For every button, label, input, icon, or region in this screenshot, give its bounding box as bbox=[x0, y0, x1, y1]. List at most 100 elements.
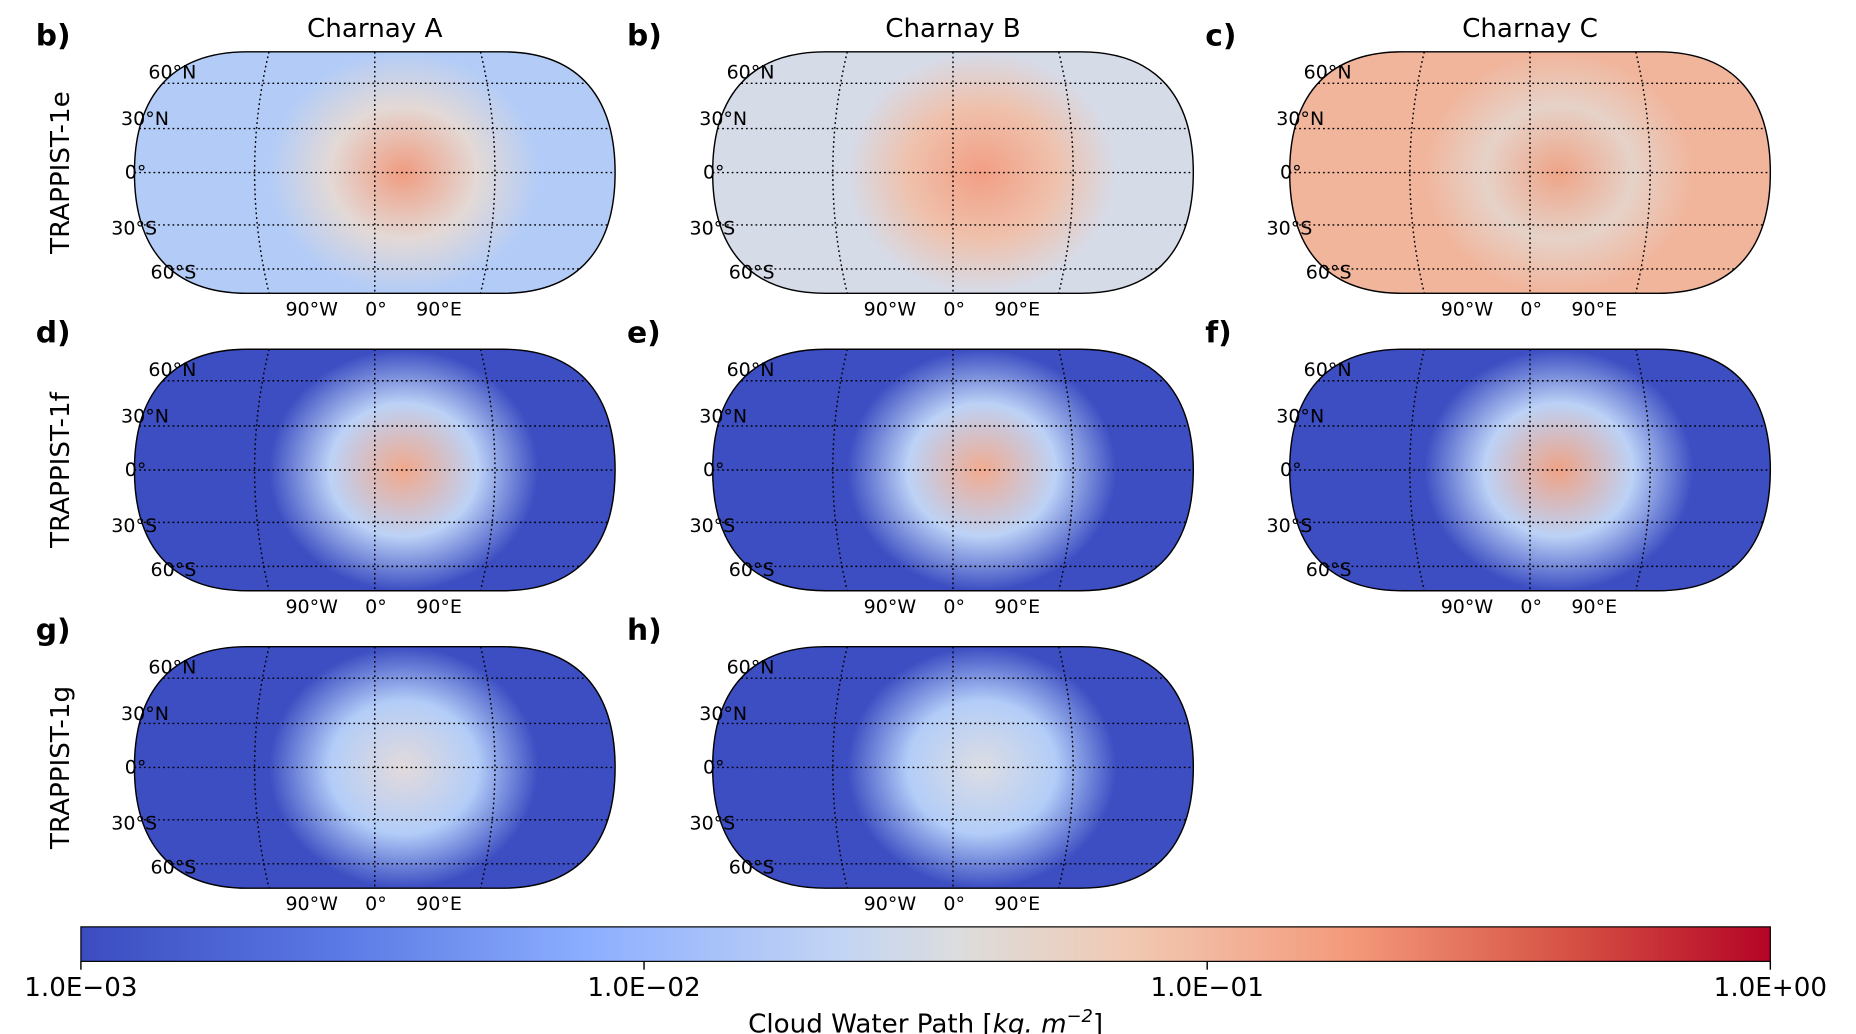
panel-letter: b) bbox=[36, 18, 71, 53]
lat-label: 30°S bbox=[1267, 217, 1313, 239]
lat-label: 30°S bbox=[1267, 515, 1313, 537]
panel-letter: d) bbox=[36, 316, 71, 351]
cloud-field bbox=[847, 349, 1117, 591]
lat-label: 60°N bbox=[148, 359, 196, 381]
lat-label: 0° bbox=[1280, 459, 1302, 481]
lat-label: 60°S bbox=[151, 856, 197, 878]
lat-label: 30°N bbox=[121, 405, 169, 427]
panel-letter: f) bbox=[1205, 316, 1232, 351]
lat-label: 0° bbox=[125, 459, 147, 481]
lat-label: 60°S bbox=[729, 856, 775, 878]
colorbar bbox=[80, 926, 1771, 962]
panel-letter: h) bbox=[627, 613, 662, 648]
column-title: Charnay C bbox=[1462, 14, 1598, 44]
panel-letter: c) bbox=[1205, 18, 1236, 53]
lon-label: 90°W bbox=[285, 893, 338, 915]
colorbar-tick-label: 1.0E−01 bbox=[1151, 973, 1264, 1003]
lat-label: 60°S bbox=[1306, 261, 1352, 283]
cloud-field bbox=[269, 349, 539, 591]
lat-label: 0° bbox=[703, 459, 725, 481]
lon-label: 90°E bbox=[416, 298, 462, 320]
lon-label: 0° bbox=[1520, 596, 1542, 618]
lat-label: 60°N bbox=[727, 656, 775, 678]
lat-label: 0° bbox=[1280, 162, 1302, 184]
cloud-field bbox=[847, 646, 1117, 889]
map-outline bbox=[1288, 348, 1772, 592]
map-panel bbox=[134, 349, 616, 591]
lon-label: 0° bbox=[365, 893, 387, 915]
lat-label: 0° bbox=[703, 162, 725, 184]
colorbar-label-unit: kg. m bbox=[993, 1010, 1067, 1034]
panel-letter: b) bbox=[627, 18, 662, 53]
lat-label: 60°N bbox=[727, 62, 775, 84]
lat-label: 60°S bbox=[729, 261, 775, 283]
lon-label: 90°W bbox=[864, 596, 917, 618]
colorbar-tick-label: 1.0E−02 bbox=[587, 973, 700, 1003]
lat-label: 60°N bbox=[148, 656, 196, 678]
lat-label: 60°S bbox=[1306, 559, 1352, 581]
map-panel bbox=[712, 646, 1194, 889]
lon-label: 90°W bbox=[285, 596, 338, 618]
colorbar-tick-label: 1.0E+00 bbox=[1714, 973, 1827, 1003]
lat-label: 30°N bbox=[121, 703, 169, 725]
lon-label: 90°W bbox=[864, 893, 917, 915]
row-label: TRAPPIST-1e bbox=[46, 91, 76, 255]
lat-label: 30°S bbox=[111, 812, 157, 834]
lon-label: 0° bbox=[365, 596, 387, 618]
map-outline bbox=[711, 645, 1195, 889]
map-panel bbox=[1289, 349, 1771, 591]
row-label: TRAPPIST-1g bbox=[46, 686, 76, 850]
lat-label: 30°N bbox=[1276, 405, 1324, 427]
colorbar-label-exponent: −2 bbox=[1067, 1006, 1093, 1027]
map-panel bbox=[134, 51, 616, 294]
lat-label: 0° bbox=[703, 756, 725, 778]
lon-label: 90°E bbox=[1571, 298, 1617, 320]
lat-label: 30°S bbox=[111, 217, 157, 239]
lat-label: 60°N bbox=[1304, 62, 1352, 84]
panel-letter: e) bbox=[627, 316, 661, 351]
lon-label: 0° bbox=[943, 298, 965, 320]
cloud-field bbox=[1424, 51, 1694, 294]
colorbar-tick-label: 1.0E−03 bbox=[24, 973, 137, 1003]
colorbar-label-main: Cloud Water Path [ bbox=[748, 1010, 993, 1034]
lat-label: 60°S bbox=[729, 559, 775, 581]
lon-label: 90°W bbox=[1441, 298, 1494, 320]
lat-label: 30°S bbox=[689, 515, 735, 537]
map-panel bbox=[134, 646, 616, 889]
lon-label: 90°E bbox=[994, 298, 1040, 320]
map-outline bbox=[711, 348, 1195, 592]
column-title: Charnay A bbox=[307, 14, 443, 44]
lat-label: 60°N bbox=[1304, 359, 1352, 381]
cloud-field bbox=[269, 646, 539, 889]
cloud-field bbox=[1424, 349, 1694, 591]
lat-label: 30°N bbox=[699, 703, 747, 725]
lat-label: 0° bbox=[125, 756, 147, 778]
lon-label: 0° bbox=[943, 596, 965, 618]
map-outline bbox=[711, 51, 1195, 295]
lon-label: 90°W bbox=[285, 298, 338, 320]
lat-label: 60°S bbox=[151, 261, 197, 283]
lat-label: 30°N bbox=[699, 108, 747, 130]
lat-label: 0° bbox=[125, 162, 147, 184]
colorbar-label-end: ] bbox=[1093, 1010, 1103, 1034]
map-outline bbox=[133, 51, 616, 295]
lat-label: 30°S bbox=[689, 217, 735, 239]
lat-label: 30°N bbox=[699, 405, 747, 427]
map-panel bbox=[712, 51, 1194, 294]
lat-label: 30°S bbox=[111, 515, 157, 537]
lon-label: 0° bbox=[1520, 298, 1542, 320]
lon-label: 0° bbox=[943, 893, 965, 915]
map-panel bbox=[1289, 51, 1771, 294]
row-label: TRAPPIST-1f bbox=[46, 391, 76, 549]
lon-label: 90°W bbox=[864, 298, 917, 320]
lon-label: 0° bbox=[365, 298, 387, 320]
lat-label: 60°N bbox=[727, 359, 775, 381]
cloud-field bbox=[269, 51, 539, 294]
map-panel bbox=[712, 349, 1194, 591]
panel-letter: g) bbox=[36, 613, 71, 648]
lon-label: 90°W bbox=[1441, 596, 1494, 618]
lon-label: 90°E bbox=[1571, 596, 1617, 618]
column-title: Charnay B bbox=[885, 14, 1021, 44]
lon-label: 90°E bbox=[994, 596, 1040, 618]
